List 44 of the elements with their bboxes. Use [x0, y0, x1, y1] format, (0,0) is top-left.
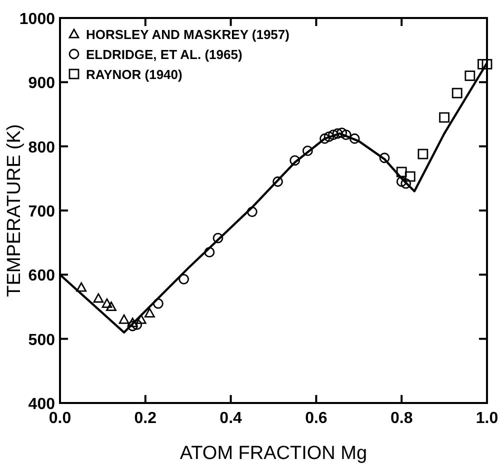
point — [272, 176, 283, 187]
x-tick-label: 0.0 — [48, 410, 72, 427]
point — [144, 308, 155, 318]
y-tick-label: 600 — [28, 268, 56, 285]
point — [127, 318, 138, 328]
point — [153, 298, 164, 309]
y-axis-title: TEMPERATURE (K) — [4, 124, 25, 297]
legend-label: RAYNOR (1940) — [86, 67, 182, 82]
point — [482, 59, 492, 70]
x-tick-label: 0.8 — [390, 410, 413, 427]
point — [76, 282, 87, 292]
point — [290, 155, 300, 166]
y-tick-label: 400 — [28, 396, 56, 413]
x-tick-label: 1.0 — [476, 410, 498, 427]
y-tick-label: 800 — [28, 139, 56, 156]
y-tick-label: 1000 — [19, 11, 56, 28]
point — [106, 302, 116, 312]
point — [136, 314, 146, 324]
point — [302, 146, 313, 156]
x-tick-label: 0.4 — [220, 410, 242, 427]
point — [464, 70, 476, 81]
point — [204, 247, 215, 258]
point — [102, 298, 112, 308]
x-tick-label: 0.2 — [134, 410, 157, 427]
point — [212, 232, 224, 244]
point — [178, 274, 190, 284]
point — [404, 171, 416, 182]
point — [452, 88, 462, 98]
point — [320, 133, 330, 144]
y-tick-label: 500 — [28, 332, 56, 349]
point — [396, 166, 407, 178]
point — [439, 112, 450, 123]
point — [418, 148, 428, 160]
point — [118, 314, 130, 324]
y-tick-label: 700 — [28, 204, 56, 220]
point — [246, 206, 258, 217]
point — [93, 293, 104, 303]
x-axis-title: ATOM FRACTION Mg — [180, 443, 368, 464]
y-tick-label: 900 — [28, 75, 56, 92]
legend-label: ELDRIDGE, ET AL. (1965) — [86, 47, 242, 62]
x-tick-label: 0.6 — [305, 410, 328, 427]
point — [349, 133, 360, 144]
point — [379, 152, 390, 164]
legend-label: HORSLEY AND MASKREY (1957) — [86, 27, 290, 42]
